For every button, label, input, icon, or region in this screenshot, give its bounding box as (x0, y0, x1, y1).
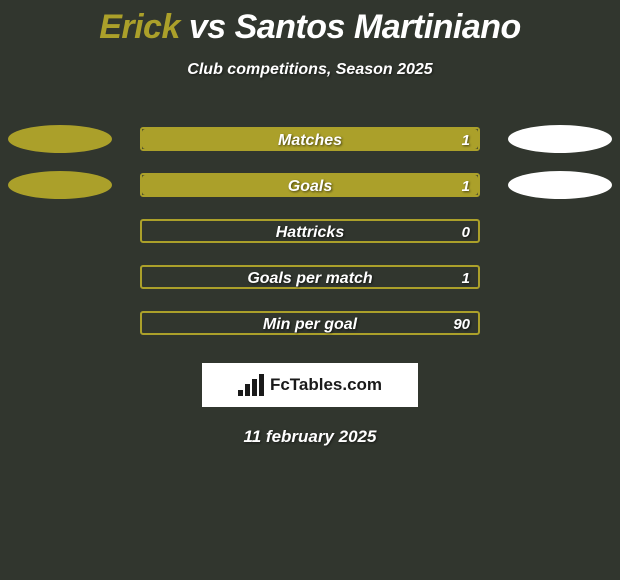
stat-value: 0 (462, 221, 470, 241)
logo-text: FcTables.com (270, 375, 382, 395)
stat-bar: Min per goal90 (140, 311, 480, 335)
stat-bar: Hattricks0 (140, 219, 480, 243)
stat-label: Min per goal (142, 313, 478, 333)
stat-label: Hattricks (142, 221, 478, 241)
logo-box: FcTables.com (202, 363, 418, 407)
stat-bar: Goals per match1 (140, 265, 480, 289)
stat-rows: Matches1Goals1Hattricks0Goals per match1… (0, 127, 620, 335)
player2-oval (508, 125, 612, 153)
stat-row: Min per goal90 (0, 311, 620, 335)
page-title: Erick vs Santos Martiniano (0, 0, 620, 47)
player1-oval (8, 125, 112, 153)
title-vs: vs (189, 8, 226, 46)
stat-row: Matches1 (0, 127, 620, 151)
stat-bar: Matches1 (140, 127, 480, 151)
stat-value: 1 (462, 175, 470, 195)
stat-label: Goals per match (142, 267, 478, 287)
bars-icon (238, 374, 264, 396)
stat-label: Goals (142, 175, 478, 195)
stat-value: 1 (462, 267, 470, 287)
stat-row: Goals per match1 (0, 265, 620, 289)
player1-oval (8, 171, 112, 199)
stat-value: 1 (462, 129, 470, 149)
title-player1: Erick (99, 8, 180, 46)
stat-bar: Goals1 (140, 173, 480, 197)
date-text: 11 february 2025 (0, 427, 620, 447)
subtitle: Club competitions, Season 2025 (0, 61, 620, 79)
stat-value: 90 (453, 313, 470, 333)
stat-label: Matches (142, 129, 478, 149)
stat-row: Goals1 (0, 173, 620, 197)
player2-oval (508, 171, 612, 199)
title-player2: Santos Martiniano (235, 8, 521, 46)
stat-row: Hattricks0 (0, 219, 620, 243)
